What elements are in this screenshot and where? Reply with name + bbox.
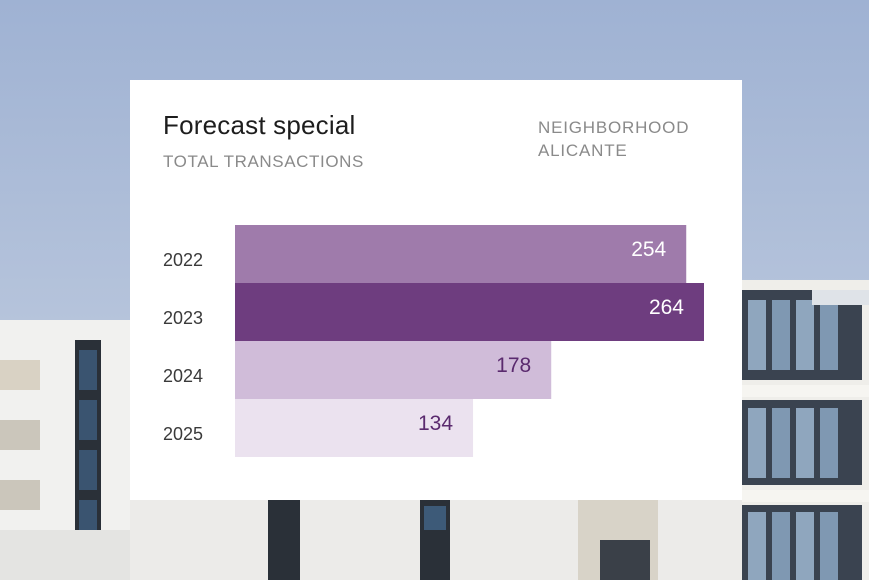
bar-2025 — [235, 399, 474, 457]
neighborhood-label: NEIGHBORHOOD ALICANTE — [538, 116, 689, 162]
right-building — [742, 280, 869, 580]
forecast-card: Forecast special TOTAL TRANSACTIONS NEIG… — [130, 80, 742, 500]
value-label-2023: 264 — [649, 296, 684, 319]
category-label-2024: 2024 — [163, 366, 203, 386]
category-label-2025: 2025 — [163, 424, 203, 444]
neighborhood-line-2: ALICANTE — [538, 141, 628, 160]
bar-2022 — [235, 225, 687, 283]
bar-2024 — [235, 341, 552, 399]
left-building — [0, 320, 130, 580]
card-title: Forecast special — [163, 110, 356, 140]
value-label-2025: 134 — [418, 412, 453, 435]
bottom-building — [130, 500, 742, 580]
value-label-2022: 254 — [631, 238, 666, 261]
category-label-2022: 2022 — [163, 250, 203, 270]
transactions-bar-chart: 2022 254 2023 264 2024 178 2025 134 — [163, 225, 704, 457]
bar-2023 — [235, 283, 704, 341]
category-label-2023: 2023 — [163, 308, 203, 328]
card-subtitle: TOTAL TRANSACTIONS — [163, 152, 364, 171]
value-label-2024: 178 — [496, 354, 531, 377]
neighborhood-line-1: NEIGHBORHOOD — [538, 118, 690, 137]
